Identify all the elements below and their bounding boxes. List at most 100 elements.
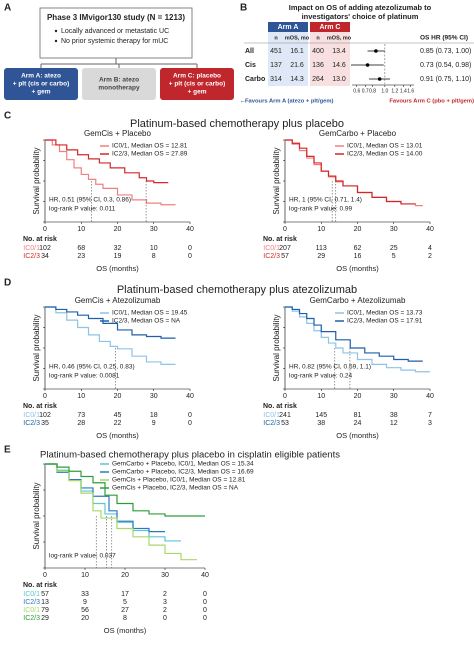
x-tick-label: 1.6 (407, 88, 414, 94)
column-header: n (316, 35, 320, 41)
x-tick-label: 0.6 (353, 88, 360, 94)
risk-count: 56 (81, 607, 89, 614)
x-tick-label: 30 (390, 226, 398, 233)
annotation: HR, 0.46 (95% CI, 0.25, 0.83) (49, 364, 135, 371)
plot-title: GemCis + Atezolizumab (75, 296, 161, 305)
survival-curve (45, 463, 205, 517)
risk-label: IC0/1 (263, 412, 280, 419)
arm-text: + gem (188, 89, 207, 96)
x-tick-label: 0 (283, 393, 287, 400)
risk-count: 8 (152, 253, 156, 260)
x-tick-label: 20 (354, 393, 362, 400)
x-tick-label: 20 (114, 393, 122, 400)
risk-count: 0 (203, 591, 207, 598)
risk-count: 13 (41, 599, 49, 606)
cell: 14.3 (290, 76, 304, 83)
hr-point (374, 49, 378, 53)
arm-c-label: Arm C (319, 24, 340, 31)
legend-label: IC0/1, Median OS = 12.81 (112, 143, 188, 150)
x-tick-label: 10 (77, 393, 85, 400)
column-header: OS HR (95% CI) (420, 35, 468, 42)
risk-count: 0 (203, 615, 207, 622)
risk-count: 0 (188, 420, 192, 427)
legend-label: IC0/1, Median OS = 13.73 (347, 310, 423, 317)
x-tick-label: 40 (426, 393, 434, 400)
x-tick-label: 20 (114, 226, 122, 233)
plot-title: GemCarbo + Atezolizumab (310, 296, 406, 305)
risk-count: 0 (188, 412, 192, 419)
risk-count: 102 (39, 245, 51, 252)
risk-count: 73 (77, 412, 85, 419)
arm-text: + gem (32, 89, 51, 96)
arm-text: + plt (cis or carbo) (169, 81, 226, 88)
risk-count: 81 (354, 412, 362, 419)
risk-count: 5 (123, 599, 127, 606)
x-tick-label: 0.8 (369, 88, 376, 94)
risk-count: 18 (150, 412, 158, 419)
risk-count: 29 (317, 253, 325, 260)
risk-count: 102 (39, 412, 51, 419)
risk-count: 28 (77, 420, 85, 427)
risk-count: 38 (317, 420, 325, 427)
risk-count: 32 (114, 245, 122, 252)
legend-label: IC0/1, Median OS = 19.45 (112, 310, 188, 317)
bullet (54, 29, 58, 33)
risk-count: 113 (316, 245, 327, 252)
x-tick-label: 20 (354, 226, 362, 233)
risk-count: 2 (163, 591, 167, 598)
risk-label: IC0/1 (23, 591, 40, 598)
panel-label: C (4, 111, 11, 122)
cell: 451 (270, 48, 282, 55)
row-label: Carbo (245, 76, 265, 83)
risk-label: IC2/3 (23, 615, 40, 622)
cell: 21.6 (290, 62, 304, 69)
annotation: log-rank P value: 0.24 (289, 373, 352, 380)
risk-count: 3 (428, 420, 432, 427)
cell: 137 (270, 62, 282, 69)
risk-count: 27 (121, 607, 129, 614)
legend-label: GemCarbo + Placebo, IC2/3, Median OS = 1… (112, 469, 254, 476)
panel-label: E (4, 445, 11, 456)
risk-count: 38 (390, 412, 398, 419)
x-axis-label: OS (months) (96, 431, 139, 440)
arm-box (82, 68, 156, 100)
section-title: Platinum-based chemotherapy plus atezoli… (117, 284, 357, 296)
bullet (54, 39, 58, 43)
legend-label: IC0/1, Median OS = 13.01 (347, 143, 423, 150)
arm-text: Arm A: atezo (21, 73, 61, 80)
legend-label: GemCarbo + Placebo, IC0/1, Median OS = 1… (112, 461, 254, 468)
risk-label: IC0/1 (23, 245, 40, 252)
risk-title: No. at risk (23, 403, 57, 410)
risk-count: 35 (41, 420, 49, 427)
risk-count: 0 (203, 607, 207, 614)
plot-title: GemCarbo + Placebo (319, 129, 397, 138)
risk-count: 34 (41, 253, 49, 260)
risk-count: 12 (390, 420, 398, 427)
risk-count: 2 (428, 253, 432, 260)
risk-count: 33 (81, 591, 89, 598)
row-label: All (245, 48, 254, 55)
risk-count: 24 (354, 420, 362, 427)
risk-label: IC2/3 (23, 253, 40, 260)
arm-box (160, 68, 234, 100)
x-tick-label: 40 (426, 226, 434, 233)
x-tick-label: 10 (81, 572, 89, 579)
y-axis-label: Survival probability (32, 314, 41, 381)
panel-label: A (4, 3, 11, 14)
arm-text: + plt (cis or carbo) (13, 81, 70, 88)
x-tick-label: 40 (186, 226, 194, 233)
risk-label: IC2/3 (263, 253, 280, 260)
row-label: Cis (245, 62, 256, 69)
risk-title: No. at risk (263, 403, 297, 410)
risk-count: 3 (163, 599, 167, 606)
survival-curve (285, 306, 430, 373)
legend-label: IC2/3, Median OS = 17.91 (347, 318, 423, 325)
column-header: mOS, mo (327, 35, 352, 41)
survival-curve (285, 306, 423, 362)
annotation: log-rank P value: 0.99 (289, 206, 352, 213)
risk-count: 23 (77, 253, 85, 260)
survival-curve (45, 306, 176, 365)
x-tick-label: 10 (317, 393, 325, 400)
risk-count: 145 (315, 412, 327, 419)
